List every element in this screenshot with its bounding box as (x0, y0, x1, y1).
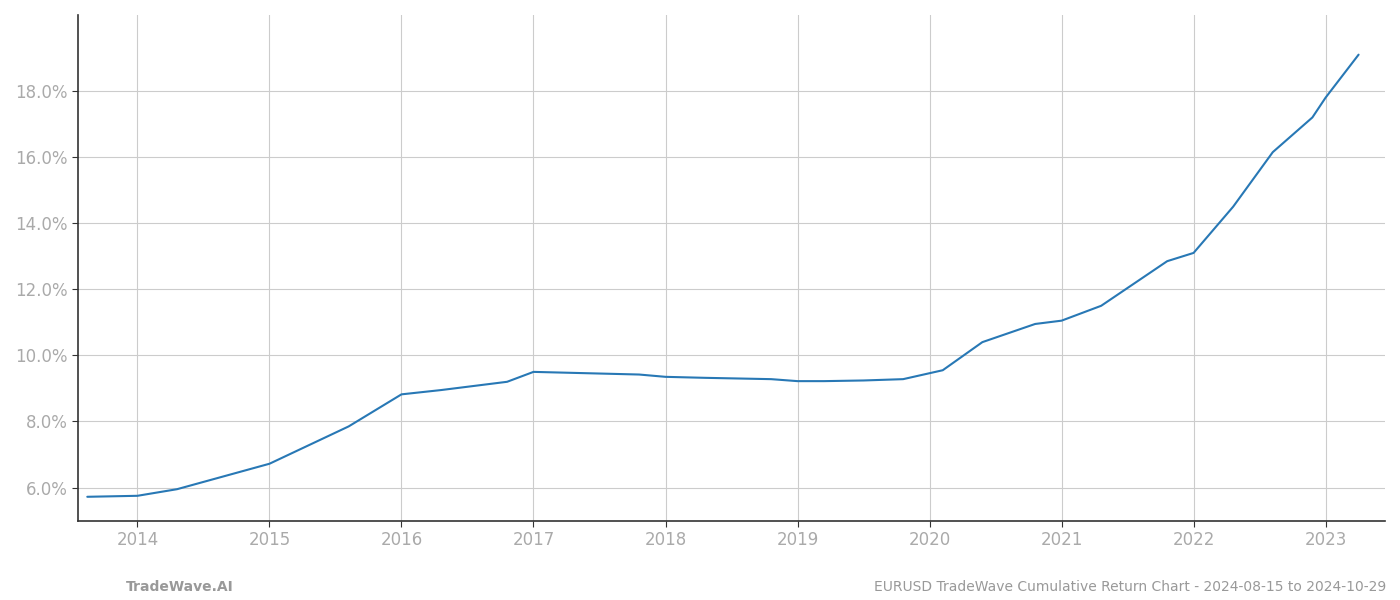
Text: EURUSD TradeWave Cumulative Return Chart - 2024-08-15 to 2024-10-29: EURUSD TradeWave Cumulative Return Chart… (874, 580, 1386, 594)
Text: TradeWave.AI: TradeWave.AI (126, 580, 234, 594)
